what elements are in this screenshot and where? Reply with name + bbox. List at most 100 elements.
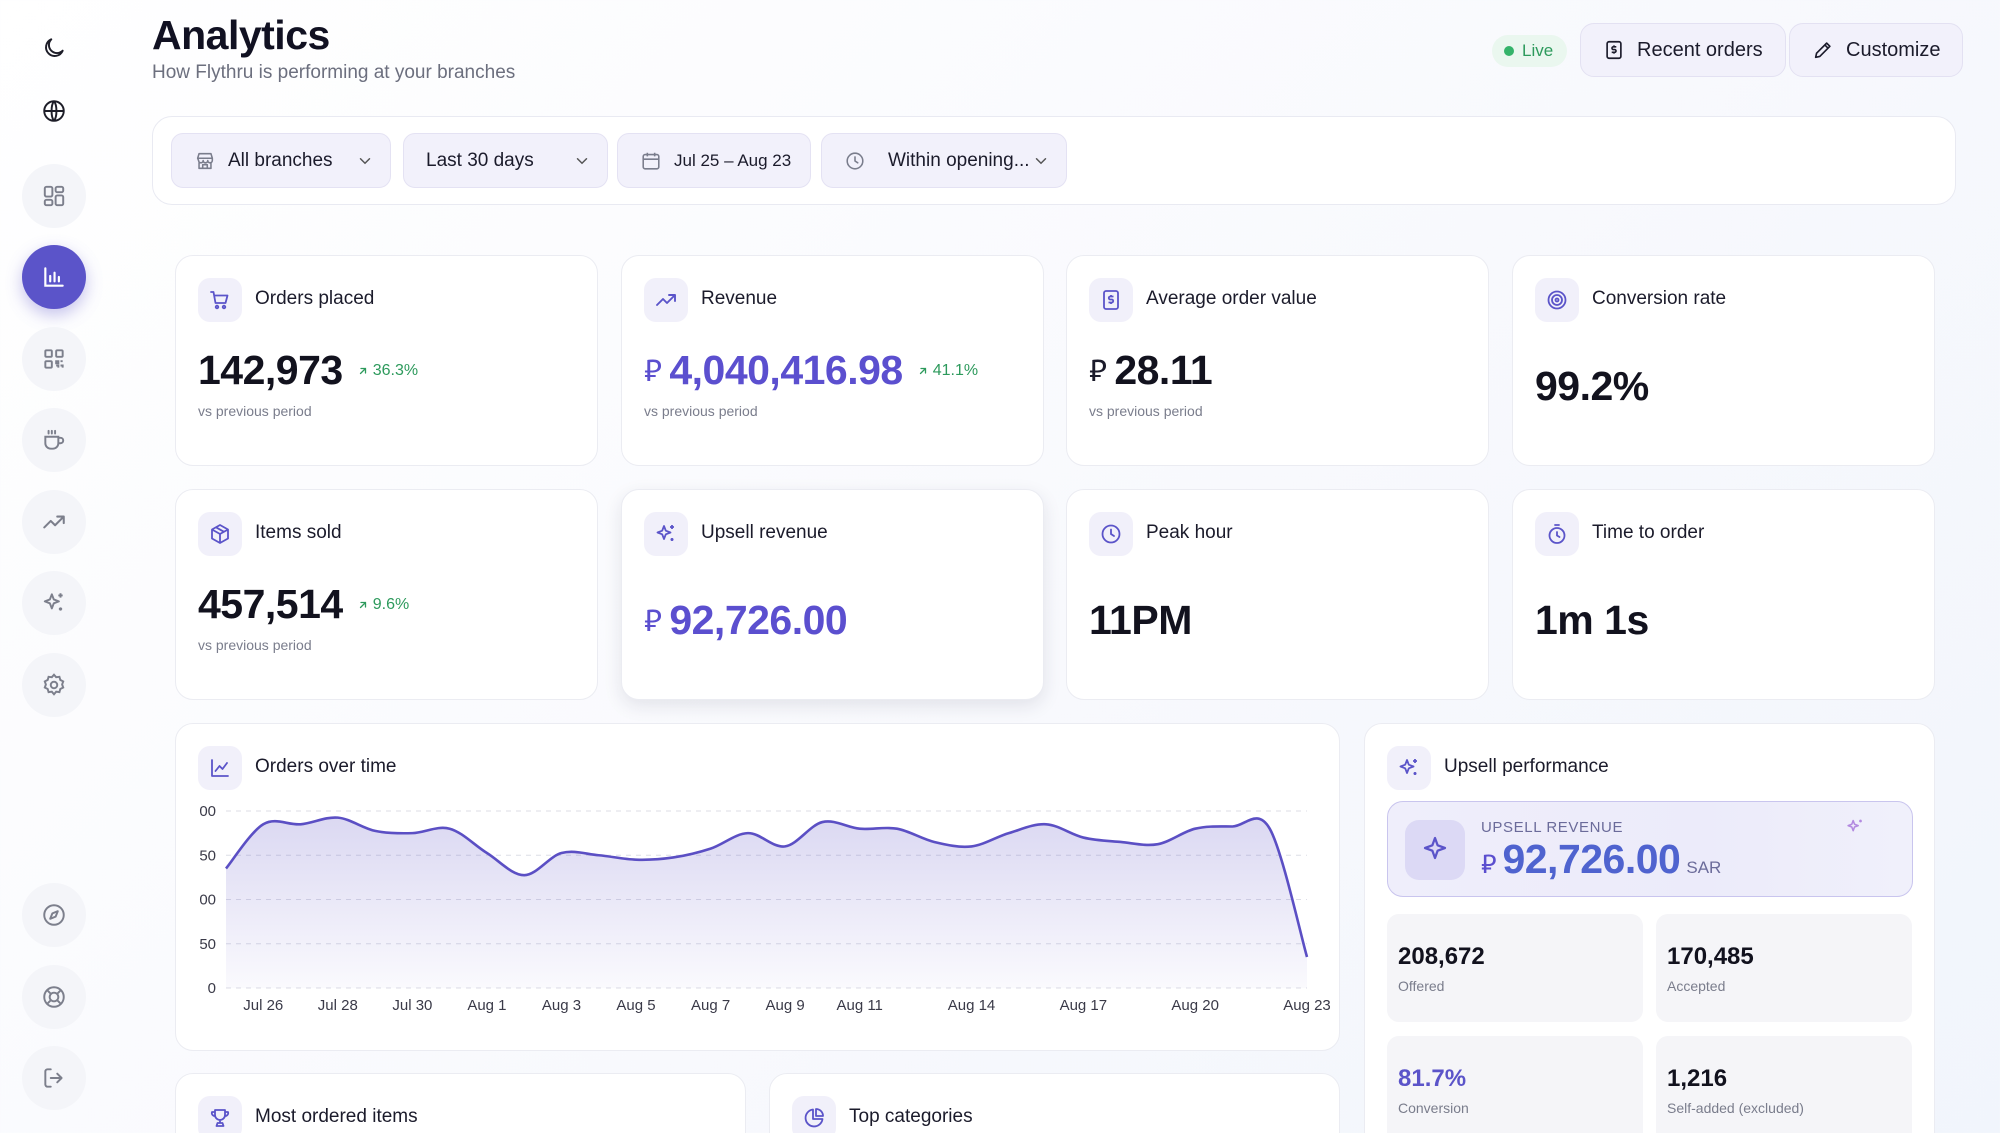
- data-point[interactable]: [779, 840, 791, 852]
- y-tick-label: 00: [199, 892, 216, 909]
- data-point[interactable]: [406, 827, 418, 839]
- upsell-hero-amount: ⃁ 92,726.00 SAR: [1481, 836, 1721, 883]
- date-range-picker[interactable]: Jul 25 – Aug 23: [617, 133, 811, 188]
- language-button[interactable]: [22, 79, 86, 143]
- period-filter-value: Last 30 days: [426, 149, 534, 171]
- data-point[interactable]: [220, 863, 232, 875]
- data-point[interactable]: [630, 854, 642, 866]
- x-tick-label: Aug 11: [836, 997, 882, 1014]
- stat-value: 1m 1s: [1535, 597, 1649, 644]
- data-point[interactable]: [854, 823, 866, 835]
- upsell-accepted-stat: 170,485 Accepted: [1656, 914, 1912, 1022]
- sidebar-item-explore[interactable]: [22, 883, 86, 947]
- shopping-cart-icon: [198, 278, 242, 322]
- peak-hour-value: 11PM: [1089, 597, 1192, 643]
- data-point[interactable]: [444, 823, 456, 835]
- hours-filter-value: Within opening...: [888, 149, 1030, 171]
- chevron-down-icon: [576, 157, 588, 164]
- upsell-hero-value: 92,726.00: [1502, 836, 1681, 882]
- stat-card-upsell-revenue[interactable]: Upsell revenue ⃁ 92,726.00: [621, 489, 1044, 700]
- pie-chart-icon: [792, 1096, 836, 1133]
- period-filter-dropdown[interactable]: Last 30 days: [403, 133, 608, 188]
- hours-filter-dropdown[interactable]: Within opening...: [821, 133, 1067, 188]
- data-point[interactable]: [593, 849, 605, 861]
- offered-value: 208,672: [1398, 943, 1485, 970]
- data-point[interactable]: [705, 843, 717, 855]
- data-point[interactable]: [332, 812, 344, 824]
- data-point[interactable]: [1226, 820, 1238, 832]
- branch-filter-value: All branches: [228, 149, 333, 171]
- top-categories-title: Top categories: [849, 1106, 973, 1127]
- stat-value: ⃁ 4,040,416.98 41.1%: [644, 347, 978, 394]
- data-point[interactable]: [1003, 827, 1015, 839]
- data-point[interactable]: [928, 836, 940, 848]
- trophy-icon: [198, 1096, 242, 1133]
- orders-placed-value: 142,973: [198, 347, 343, 393]
- data-point[interactable]: [1301, 951, 1313, 963]
- sparkles-icon: [644, 512, 688, 556]
- sidebar-item-settings[interactable]: [22, 653, 86, 717]
- coffee-cup-icon: [44, 429, 65, 450]
- upsell-self-added-stat: 1,216 Self-added (excluded): [1656, 1036, 1912, 1133]
- delta-badge: 41.1%: [917, 362, 978, 380]
- chevron-down-icon: [359, 157, 371, 164]
- customize-button[interactable]: Customize: [1789, 23, 1964, 77]
- sidebar-item-dashboard[interactable]: [22, 164, 86, 228]
- conversion-label: Conversion: [1398, 1100, 1469, 1116]
- sidebar-item-support[interactable]: [22, 965, 86, 1029]
- stat-value: 99.2%: [1535, 363, 1649, 410]
- data-point[interactable]: [555, 847, 567, 859]
- data-point[interactable]: [369, 825, 381, 837]
- data-point[interactable]: [966, 840, 978, 852]
- data-point[interactable]: [1152, 838, 1164, 850]
- gear-icon: [43, 673, 65, 696]
- sidebar-item-analytics[interactable]: [22, 245, 86, 309]
- line-chart-icon: [198, 746, 242, 790]
- x-tick-label: Aug 23: [1283, 997, 1331, 1014]
- receipt-icon: [1089, 278, 1133, 322]
- data-point[interactable]: [481, 847, 493, 859]
- page-subtitle: How Flythru is performing at your branch…: [152, 62, 516, 83]
- x-tick-label: Jul 28: [318, 997, 358, 1014]
- data-point[interactable]: [518, 869, 530, 881]
- upsell-conversion-stat: 81.7% Conversion: [1387, 1036, 1643, 1133]
- sidebar-item-menu[interactable]: [22, 408, 86, 472]
- riyal-currency-icon: ⃁: [1481, 849, 1497, 879]
- page-title: Analytics: [152, 12, 330, 58]
- data-point[interactable]: [1077, 832, 1089, 844]
- orders-over-time-card: Orders over time 00 50 00 50 0 Jul 26 Jul 28 Ju…: [175, 723, 1340, 1051]
- data-point[interactable]: [1189, 823, 1201, 835]
- chevron-down-icon: [1035, 157, 1047, 164]
- receipt-icon: [1606, 40, 1622, 60]
- stat-card-items-sold: Items sold 457,514 9.6% vs previous peri…: [175, 489, 598, 700]
- data-point[interactable]: [667, 851, 679, 863]
- arrow-up-right-icon: [359, 601, 366, 608]
- delta-value: 41.1%: [932, 361, 979, 379]
- conversion-value: 81.7%: [1398, 1065, 1467, 1092]
- x-tick-label: Aug 3: [542, 997, 581, 1014]
- compass-icon: [43, 904, 65, 926]
- sparkles-icon: [1387, 746, 1431, 790]
- sidebar-item-ai[interactable]: [22, 571, 86, 635]
- recent-orders-button[interactable]: Recent orders: [1580, 23, 1786, 77]
- data-point[interactable]: [1040, 818, 1052, 830]
- data-point[interactable]: [1115, 836, 1127, 848]
- data-point[interactable]: [257, 818, 269, 830]
- x-tick-label: Aug 5: [616, 997, 655, 1014]
- sidebar-item-qr-codes[interactable]: [22, 327, 86, 391]
- y-tick-label: 00: [199, 803, 216, 820]
- logout-button[interactable]: [22, 1046, 86, 1110]
- data-point[interactable]: [295, 818, 307, 830]
- clock-icon: [1089, 512, 1133, 556]
- data-point[interactable]: [1264, 823, 1276, 835]
- trending-up-icon: [644, 278, 688, 322]
- data-point[interactable]: [816, 816, 828, 828]
- y-tick-label: 50: [199, 936, 216, 953]
- sparkles-icon: [43, 593, 63, 611]
- data-point[interactable]: [742, 827, 754, 839]
- data-point[interactable]: [891, 823, 903, 835]
- branch-filter-dropdown[interactable]: All branches: [171, 133, 391, 188]
- theme-toggle-button[interactable]: [22, 16, 86, 80]
- stat-title: Items sold: [255, 522, 342, 543]
- sidebar-item-growth[interactable]: [22, 490, 86, 554]
